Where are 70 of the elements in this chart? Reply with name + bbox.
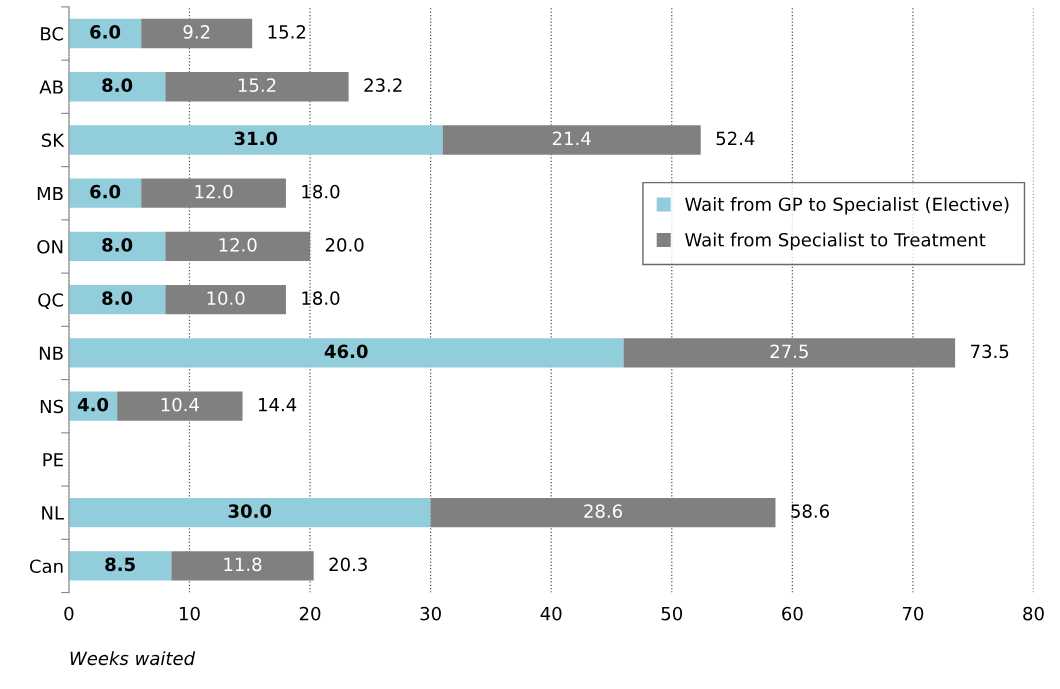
total-label: 18.0: [302, 184, 340, 199]
x-tick-label: 0: [64, 606, 74, 621]
bar: [442, 125, 701, 155]
data-label: 30.0: [228, 504, 272, 518]
data-label: 6.0: [90, 25, 121, 39]
bar: [141, 18, 253, 49]
x-axis-title: Weeks waited: [70, 651, 196, 666]
x-tick-label: 10: [179, 606, 200, 621]
y-tick-label: ON: [37, 239, 63, 254]
y-tick-label: AB: [39, 80, 63, 94]
y-tick-label: PE: [43, 453, 63, 467]
x-tick-label: 50: [661, 606, 683, 621]
x-tick-label: 30: [420, 606, 441, 621]
y-tick-label: NB: [39, 346, 63, 360]
x-tick-label: 20: [299, 606, 321, 621]
y-tick-label: MB: [37, 186, 63, 201]
y-tick-label: NS: [40, 399, 64, 414]
data-label: 6.0: [90, 184, 121, 199]
total-label: 20.0: [325, 238, 364, 252]
total-label: 18.0: [302, 291, 340, 305]
y-tick-label: Can: [29, 559, 63, 574]
total-label: 23.2: [364, 78, 402, 92]
total-label: 14.4: [258, 398, 297, 412]
data-label: 10.0: [207, 291, 245, 305]
data-label: 11.8: [224, 557, 262, 572]
y-tick-label: SK: [41, 133, 65, 148]
bar: [117, 391, 243, 421]
x-tick-label: 80: [1023, 606, 1044, 621]
total-label: 58.6: [791, 504, 829, 518]
data-label: 31.0: [234, 131, 278, 146]
x-tick-label: 40: [540, 606, 562, 621]
bar: [171, 551, 314, 581]
legend-label: Wait from GP to Specialist (Elective): [685, 197, 1009, 215]
bar: [68, 231, 166, 262]
data-label: 27.5: [770, 344, 808, 359]
bar: [430, 498, 776, 528]
x-tick-label: 70: [902, 606, 924, 621]
data-label: 9.2: [183, 25, 210, 39]
bar: [68, 338, 624, 368]
data-label: 12.0: [219, 238, 257, 252]
bar: [165, 231, 311, 262]
bar: [68, 125, 443, 155]
y-tick-label: QC: [38, 293, 64, 309]
bar: [141, 178, 286, 208]
total-label: 15.2: [268, 25, 306, 39]
y-tick-label: NL: [42, 506, 64, 520]
data-label: 15.2: [238, 78, 276, 92]
data-label: 8.0: [102, 291, 133, 305]
data-label: 8.0: [102, 238, 133, 252]
data-label: 21.4: [552, 131, 591, 145]
bar: [68, 551, 172, 581]
bar: [165, 285, 286, 315]
legend-label: Wait from Specialist to Treatment: [685, 232, 986, 251]
total-label: 73.5: [971, 344, 1009, 359]
bar: [68, 498, 431, 528]
data-label: 12.0: [195, 184, 233, 199]
total-label: 20.3: [329, 557, 367, 572]
data-label: 8.5: [105, 557, 135, 572]
total-label: 52.4: [716, 131, 755, 146]
bar: [68, 72, 166, 102]
data-label: 4.0: [77, 397, 109, 412]
y-tick-label: BC: [41, 26, 64, 41]
bar: [68, 285, 166, 315]
data-label: 46.0: [324, 344, 368, 359]
x-tick-label: 60: [782, 606, 803, 621]
data-label: 10.4: [161, 397, 199, 412]
bar: [623, 338, 956, 368]
data-label: 8.0: [102, 78, 133, 92]
bar: [165, 72, 349, 102]
data-label: 28.6: [584, 504, 623, 518]
